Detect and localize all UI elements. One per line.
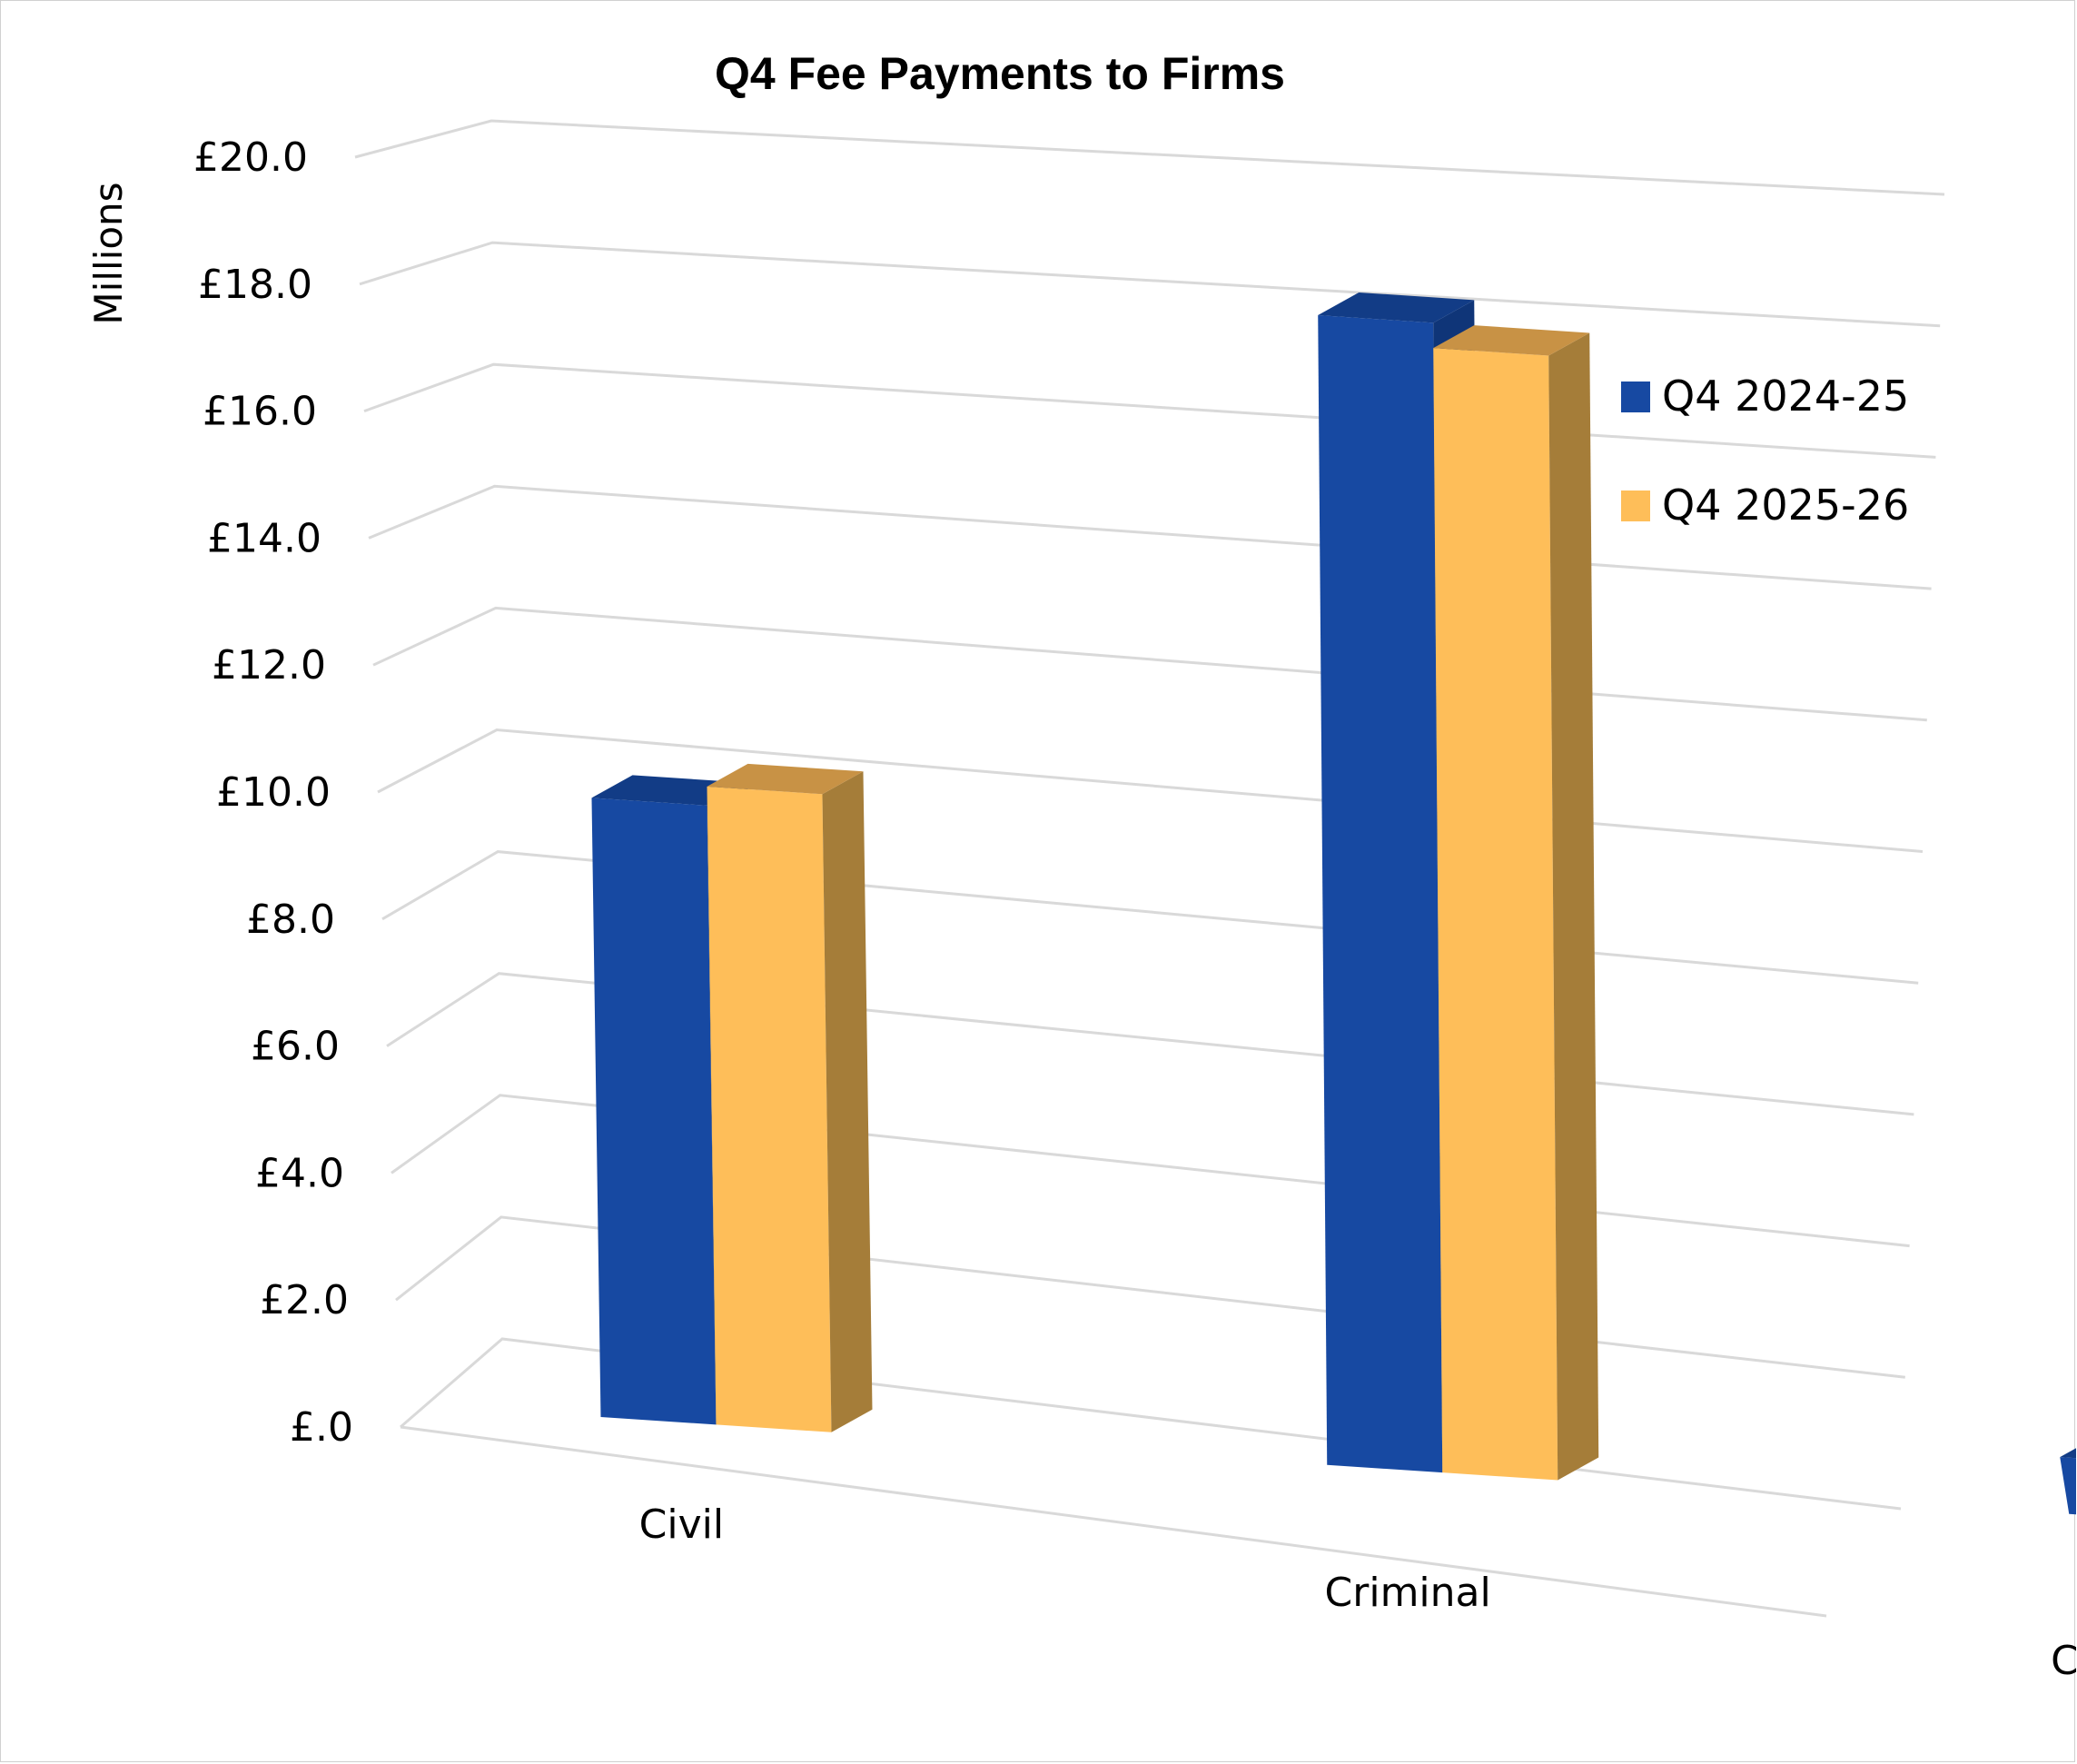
gridline: [372, 606, 1927, 722]
y-tick-label: £16.0: [203, 389, 317, 435]
y-tick-label: £10.0: [216, 769, 331, 816]
y-tick-label: £.0: [290, 1404, 353, 1451]
category-label: Civil: [639, 1501, 724, 1548]
bar-front-face: [591, 798, 717, 1425]
category-label: Criminal: [1325, 1570, 1491, 1616]
y-tick-label: £8.0: [246, 897, 335, 943]
y-tick-label: £18.0: [198, 262, 312, 308]
bar-top-face: [1318, 292, 1475, 323]
bar-q4-2025-26-civil: [707, 763, 873, 1432]
bar-top-face: [707, 763, 864, 795]
legend-label: Q4 2024-25: [1662, 372, 1909, 421]
legend-swatch: [1621, 382, 1650, 412]
y-tick-label: £6.0: [251, 1024, 340, 1070]
gridlines: [354, 119, 1945, 1511]
y-tick-label: £14.0: [207, 515, 321, 561]
floor-front-edge: [400, 1425, 1827, 1618]
bar-side-face: [822, 771, 873, 1432]
bar-front-face: [1433, 348, 1558, 1481]
y-tick-label: £20.0: [193, 134, 308, 181]
bars: [591, 292, 2076, 1515]
bar-top-face: [1433, 325, 1590, 356]
bar-front-face: [707, 786, 832, 1432]
bar-top-face: [2060, 1448, 2076, 1459]
bar-side-face: [1548, 332, 1599, 1481]
bar-front-face: [1318, 314, 1443, 1473]
legend-label: Q4 2025-26: [1662, 481, 1909, 530]
legend-swatch: [1621, 491, 1650, 521]
chart-floor: [400, 1425, 1827, 1618]
gridline: [359, 241, 1941, 328]
category-labels: Civil Criminal Children's: [639, 1501, 2076, 1684]
y-tick-labels: £.0 £2.0 £4.0 £6.0 £8.0 £10.0 £12.0 £14.0 £16.0 £…: [193, 134, 353, 1451]
y-tick-label: £4.0: [255, 1150, 344, 1196]
y-tick-label: £12.0: [212, 642, 326, 689]
category-label: Children's: [2051, 1638, 2076, 1684]
y-tick-label: £2.0: [260, 1277, 349, 1323]
y-axis-title: Millions: [86, 182, 131, 324]
bar-q4-2024-25-childrens: [2060, 1448, 2076, 1515]
bar-q4-2025-26-criminal: [1433, 325, 1599, 1481]
chart-title: Q4 Fee Payments to Firms: [715, 48, 1285, 99]
bar-front-face: [2060, 1457, 2076, 1515]
gridline: [354, 119, 1945, 196]
legend: Q4 2024-25 Q4 2025-26: [1621, 372, 1909, 530]
